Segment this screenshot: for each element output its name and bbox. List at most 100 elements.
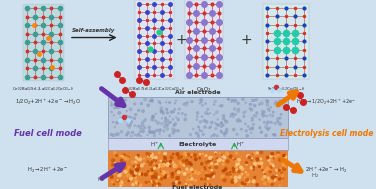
Point xyxy=(227,173,233,176)
Point xyxy=(276,151,282,154)
Point xyxy=(217,158,223,161)
Point xyxy=(149,168,155,171)
Point xyxy=(232,107,238,110)
Point xyxy=(137,126,143,129)
Point xyxy=(127,123,133,126)
Point xyxy=(224,120,230,123)
Point xyxy=(199,169,205,172)
Point xyxy=(159,122,165,125)
Point xyxy=(264,122,270,125)
Point xyxy=(164,175,170,178)
Point xyxy=(149,152,155,155)
Point xyxy=(252,152,258,155)
Point xyxy=(117,117,123,120)
Point xyxy=(205,108,211,111)
Point xyxy=(265,156,271,159)
Point xyxy=(256,103,262,106)
Point xyxy=(249,108,255,111)
Point xyxy=(111,183,117,186)
Point xyxy=(197,102,203,105)
Point xyxy=(122,99,128,102)
Point xyxy=(207,112,213,115)
Point xyxy=(230,157,236,160)
Point xyxy=(182,172,188,175)
Point xyxy=(147,131,153,134)
Point xyxy=(274,151,280,154)
Point xyxy=(245,125,251,128)
Point xyxy=(199,115,205,118)
Point xyxy=(280,163,286,166)
Point xyxy=(164,127,170,130)
Point xyxy=(276,169,282,172)
Point xyxy=(252,104,258,107)
Point xyxy=(197,130,203,133)
Point xyxy=(173,116,179,119)
Point xyxy=(243,178,249,181)
Point xyxy=(209,135,215,138)
Point xyxy=(153,156,159,159)
Point xyxy=(274,174,280,177)
Point xyxy=(225,154,231,157)
Point xyxy=(182,113,188,116)
Point xyxy=(162,125,168,128)
Point xyxy=(221,134,227,137)
Point xyxy=(126,166,132,169)
Point xyxy=(135,158,141,161)
Point xyxy=(217,123,223,126)
Point xyxy=(233,160,239,163)
Point xyxy=(109,110,115,113)
Point xyxy=(263,134,269,137)
Point xyxy=(233,165,239,168)
Point xyxy=(219,104,225,107)
Point xyxy=(189,100,195,103)
Point xyxy=(262,182,268,185)
Point xyxy=(185,101,191,104)
Point xyxy=(193,158,199,161)
Point xyxy=(222,156,228,159)
Point xyxy=(214,158,220,161)
Point xyxy=(149,155,155,158)
Point xyxy=(199,129,205,132)
Point xyxy=(221,114,227,117)
Point xyxy=(268,106,274,109)
Point xyxy=(209,173,215,176)
Point xyxy=(269,121,275,124)
Point xyxy=(113,104,119,107)
Point xyxy=(235,119,241,122)
Point xyxy=(205,177,211,180)
Point xyxy=(245,173,251,176)
Point xyxy=(197,157,203,160)
Point xyxy=(131,165,137,168)
Point xyxy=(269,121,275,124)
Point xyxy=(254,158,260,161)
Point xyxy=(126,179,132,182)
Point xyxy=(127,108,133,111)
Point xyxy=(271,102,277,105)
Point xyxy=(199,177,205,180)
Point xyxy=(110,134,116,137)
Point xyxy=(152,159,158,162)
Point xyxy=(261,110,267,113)
Point xyxy=(269,158,275,161)
Point xyxy=(115,132,121,136)
Point xyxy=(146,154,152,157)
Point xyxy=(175,118,181,121)
Point xyxy=(206,126,212,129)
Point xyxy=(244,134,250,137)
Point xyxy=(213,127,219,130)
Point xyxy=(203,154,209,157)
Point xyxy=(269,163,275,167)
Point xyxy=(156,176,162,179)
Point xyxy=(219,153,225,156)
Point xyxy=(150,131,156,134)
Point xyxy=(132,174,138,177)
Point xyxy=(211,113,217,116)
Point xyxy=(267,167,273,170)
Point xyxy=(193,131,199,134)
Point xyxy=(167,160,173,163)
Point xyxy=(244,178,250,181)
Point xyxy=(158,164,164,167)
Point xyxy=(162,157,168,160)
Point xyxy=(220,169,226,172)
Point xyxy=(210,163,216,166)
